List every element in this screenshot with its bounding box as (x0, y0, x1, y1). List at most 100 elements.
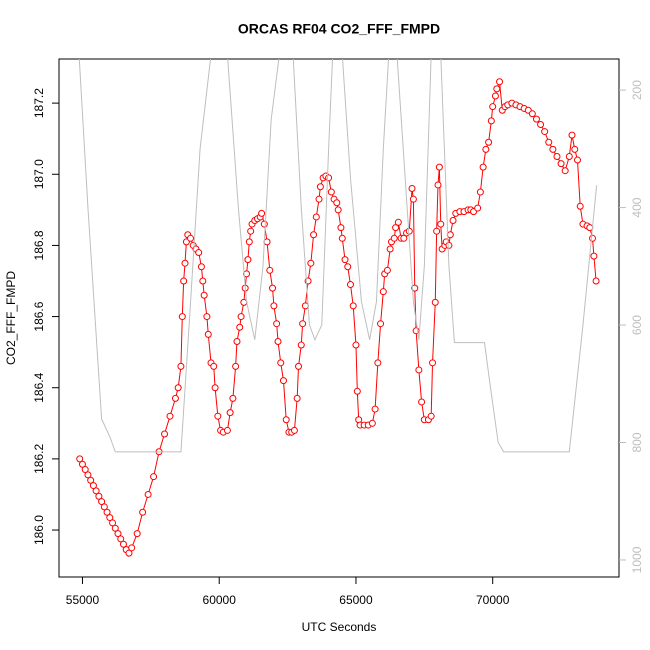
data-point (290, 426, 298, 434)
data-point (445, 241, 453, 249)
data-point (379, 288, 387, 296)
data-point (243, 270, 251, 278)
data-point (573, 156, 581, 164)
data-point (576, 202, 584, 210)
data-point (474, 204, 482, 212)
data-point (232, 362, 240, 370)
data-point (449, 217, 457, 225)
data-point (203, 313, 211, 321)
data-point (383, 266, 391, 274)
series-line (78, 59, 598, 453)
x-tick-label: 55000 (66, 593, 100, 607)
y2-tick-label: 800 (630, 432, 644, 452)
data-point (528, 110, 536, 118)
data-point (274, 337, 282, 345)
data-point (119, 540, 127, 548)
data-point (180, 277, 188, 285)
y-tick-label: 186.4 (32, 372, 46, 402)
y-axis-title: CO2_FFF_FMPD (4, 271, 18, 365)
data-point (258, 209, 266, 217)
data-point (374, 359, 382, 367)
data-point (489, 103, 497, 111)
data-point (325, 174, 333, 182)
data-point (200, 291, 208, 299)
x-tick-label: 70000 (476, 593, 510, 607)
data-point (496, 78, 504, 86)
data-point (76, 455, 84, 463)
data-point (293, 394, 301, 402)
data-point (429, 359, 437, 367)
data-point (493, 85, 501, 93)
data-point (125, 549, 133, 557)
data-point (411, 284, 419, 292)
data-point (166, 412, 174, 420)
data-point (89, 482, 97, 490)
data-point (418, 398, 426, 406)
data-point (139, 508, 147, 516)
data-point (78, 460, 86, 468)
data-point (307, 259, 315, 267)
data-point (434, 181, 442, 189)
data-point (352, 341, 360, 349)
data-point (312, 213, 320, 221)
data-point (353, 387, 361, 395)
data-point (390, 234, 398, 242)
data-point (95, 492, 103, 500)
data-point (244, 256, 252, 264)
x-tick-label: 65000 (339, 593, 373, 607)
data-point (195, 249, 203, 257)
data-point (174, 384, 182, 392)
plot-area (76, 59, 600, 557)
data-point (273, 320, 281, 328)
data-point (433, 227, 441, 235)
data-point (204, 330, 212, 338)
data-point (491, 92, 499, 100)
data-point (341, 256, 349, 264)
data-point (349, 302, 357, 310)
data-point (386, 245, 394, 253)
data-point (487, 117, 495, 125)
y-tick-label: 186.6 (32, 301, 46, 331)
data-point (98, 498, 106, 506)
data-point (109, 519, 117, 527)
data-point (81, 466, 89, 474)
data-point (178, 313, 186, 321)
data-point (237, 313, 245, 321)
data-point (553, 152, 561, 160)
data-point (247, 227, 255, 235)
data-point (297, 341, 305, 349)
data-point (214, 412, 222, 420)
data-point (299, 320, 307, 328)
data-point (269, 284, 277, 292)
data-point (549, 145, 557, 153)
data-point (240, 298, 248, 306)
data-point (431, 298, 439, 306)
data-point (479, 163, 487, 171)
data-point (310, 231, 318, 239)
data-point (571, 145, 579, 153)
data-point (400, 234, 408, 242)
data-point (181, 259, 189, 267)
data-point (476, 188, 484, 196)
data-point (545, 138, 553, 146)
data-point (590, 252, 598, 260)
data-point (233, 337, 241, 345)
plot-frame (58, 58, 620, 578)
data-point (344, 263, 352, 271)
data-point (437, 220, 445, 228)
data-point (301, 302, 309, 310)
data-point (100, 503, 108, 511)
data-point (589, 234, 597, 242)
data-point (229, 394, 237, 402)
data-point (263, 238, 271, 246)
data-point (377, 320, 385, 328)
data-point (161, 430, 169, 438)
x-tick-label: 60000 (203, 593, 237, 607)
data-point (210, 362, 218, 370)
y-tick-label: 187.0 (32, 159, 46, 189)
data-point (568, 131, 576, 139)
data-point (592, 277, 600, 285)
y-tick-label: 187.2 (32, 88, 46, 118)
data-point (315, 195, 323, 203)
